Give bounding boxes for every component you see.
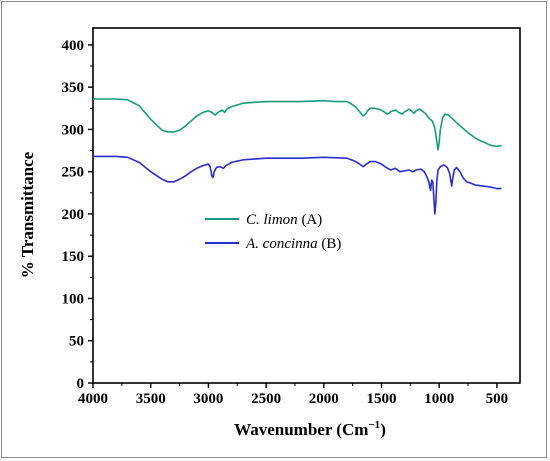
x-tick-label: 4000 <box>78 391 108 407</box>
x-axis-title-close: ) <box>380 420 386 439</box>
x-axis-title: Wavenumber (Cm−1) <box>234 419 386 439</box>
y-tick-label: 50 <box>69 334 84 350</box>
y-axis-title: % Transmittance <box>18 151 37 278</box>
y-tick-label: 250 <box>62 165 85 181</box>
series-line-c-limon <box>93 98 502 151</box>
x-tick-label: 1000 <box>424 391 454 407</box>
x-tick-label: 3000 <box>193 391 223 407</box>
x-tick-label: 500 <box>486 391 509 407</box>
y-tick-label: 0 <box>77 376 85 392</box>
y-tick-label: 100 <box>62 291 85 307</box>
y-tick-label: 200 <box>62 207 85 223</box>
y-tick-label: 350 <box>62 80 85 96</box>
x-tick-label: 1500 <box>367 391 397 407</box>
legend-series-name-c-limon: C. limon <box>246 212 298 228</box>
legend-series-name-a-concinna: A. concinna <box>245 236 318 252</box>
x-axis-title-main: Wavenumber (Cm <box>234 420 368 439</box>
plot-area-border <box>92 27 521 384</box>
legend-label-a-concinna: A. concinna (B) <box>245 236 341 252</box>
legend-label-c-limon: C. limon (A) <box>246 212 322 228</box>
x-axis-title-superscript: −1 <box>368 419 380 431</box>
x-tick-label: 3500 <box>136 391 166 407</box>
x-tick-label: 2500 <box>251 391 281 407</box>
legend: C. limon (A) A. concinna (B) <box>205 212 341 252</box>
y-tick-label: 300 <box>62 122 85 138</box>
series-line-a-concinna <box>93 155 502 215</box>
y-tick-label: 150 <box>62 249 85 265</box>
legend-series-suffix-c-limon: (A) <box>301 212 322 228</box>
y-tick-label: 400 <box>62 38 85 54</box>
legend-series-suffix-a-concinna: (B) <box>321 236 341 252</box>
x-tick-label: 2000 <box>309 391 339 407</box>
